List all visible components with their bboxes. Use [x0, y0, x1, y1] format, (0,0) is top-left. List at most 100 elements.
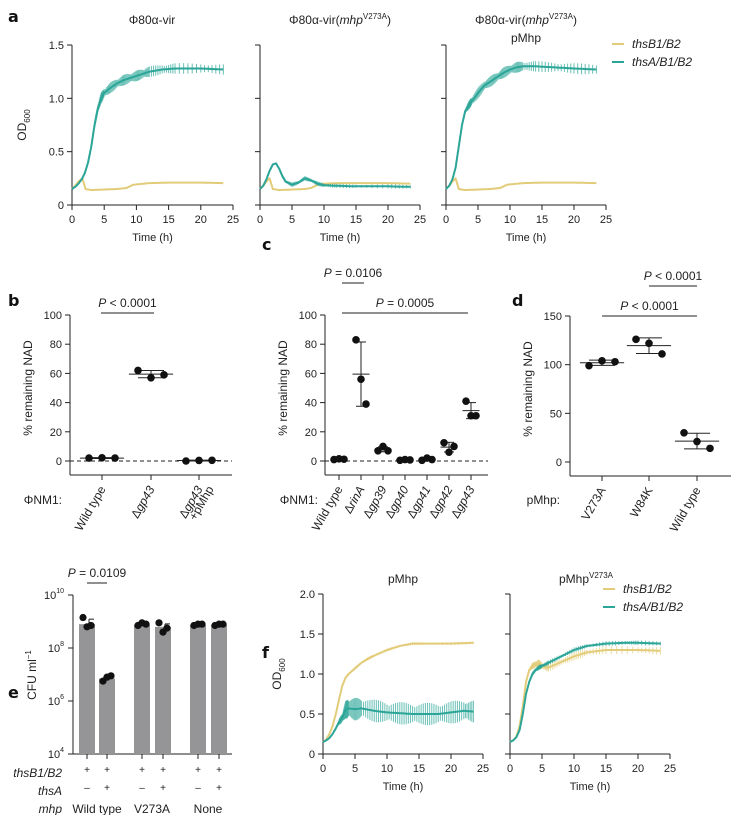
- x-tick-label: 20: [382, 214, 394, 226]
- significance-d2-label: P < 0.0001: [620, 299, 679, 313]
- y-tick-label: 0.5: [49, 147, 64, 159]
- y-tick-label: 80: [305, 339, 317, 351]
- series-thsAB1B2-line: [509, 641, 661, 743]
- x-tick-label: 25: [227, 214, 239, 226]
- bar: [211, 624, 227, 754]
- x-tick-label: 25: [414, 214, 426, 226]
- panel-a2-title: Φ80α-vir(mhpV273A): [289, 12, 391, 27]
- thsB1B2-sign: +: [84, 765, 90, 776]
- data-point: [182, 457, 190, 465]
- mhp-group-label: None: [194, 802, 223, 815]
- legend-panel-a: thsB1/B2 thsA/B1/B2: [612, 37, 692, 69]
- series-thsB1B2-line: [71, 177, 224, 192]
- series-thsAB1B2-line: [71, 67, 224, 190]
- y-tick-label: 20: [305, 427, 317, 439]
- y-tick-label: 100: [44, 310, 62, 322]
- x-tick-label: 0: [320, 763, 326, 775]
- y-tick-label: 0: [309, 749, 315, 761]
- mhp-group-label: V273A: [134, 802, 170, 815]
- thsB1B2-sign: +: [160, 765, 166, 776]
- bar: [190, 624, 206, 754]
- legend-label-thsB1B2: thsB1/B2: [623, 582, 672, 596]
- row-label-thsB1B2: thsB1/B2: [13, 766, 62, 780]
- y-tick-label: 1.5: [49, 40, 64, 52]
- x-category-label: Wild type: [667, 484, 704, 534]
- data-point: [450, 442, 458, 451]
- y-tick-label: 1.0: [49, 93, 64, 105]
- series-thsB1B2-error-band: [522, 646, 661, 703]
- x-tick-label: 5: [352, 763, 358, 775]
- x-tick-label: 15: [413, 763, 425, 775]
- significance-d1-label: P < 0.0001: [644, 269, 703, 283]
- panel-label-f: f: [262, 643, 270, 662]
- data-point: [155, 619, 163, 627]
- series-thsB1B2-line: [259, 177, 411, 192]
- x-axis-label: Time (h): [132, 232, 173, 244]
- x-tick-label: 20: [445, 763, 457, 775]
- x-tick-label: 20: [568, 214, 580, 226]
- significance-b-label: P < 0.0001: [98, 296, 157, 310]
- series-thsAB1B2-error-band: [84, 63, 224, 172]
- group-label-d: pMhp:: [527, 493, 560, 507]
- thsA-sign: +: [104, 783, 110, 794]
- thsB1B2-sign: +: [139, 765, 145, 776]
- x-tick-label: 0: [443, 214, 449, 226]
- x-tick-label: 5: [101, 214, 107, 226]
- x-tick-label: 10: [504, 214, 516, 226]
- y-axis-label-od600-f: OD600: [270, 658, 287, 690]
- x-tick-label: 25: [600, 214, 612, 226]
- x-tick-label: 0: [507, 763, 513, 775]
- data-point: [163, 624, 171, 632]
- panel-label-b: b: [8, 291, 19, 310]
- panel-f2-title: pMhpV273A: [559, 571, 614, 586]
- y-tick-label: 0.5: [300, 709, 315, 721]
- y-tick-label: 60: [50, 368, 62, 380]
- data-point: [160, 371, 168, 379]
- panel-a1-title: Φ80α-vir: [129, 13, 176, 27]
- data-point: [111, 454, 119, 462]
- x-category-label: Wild type: [72, 483, 109, 533]
- data-point: [658, 350, 666, 358]
- x-tick-label: 20: [632, 763, 644, 775]
- data-point: [134, 366, 142, 375]
- x-tick-label: 10: [568, 763, 580, 775]
- y-tick-label: 0: [58, 200, 64, 212]
- y-tick-label: 40: [305, 398, 317, 410]
- x-tick-label: 5: [289, 214, 295, 226]
- data-point: [379, 442, 387, 451]
- thsA-sign: +: [160, 783, 166, 794]
- group-label-c: ΦNM1:: [280, 493, 318, 507]
- series-thsAB1B2-error-band: [458, 61, 597, 143]
- data-point: [198, 620, 206, 628]
- y-tick-label: 60: [305, 368, 317, 380]
- y-tick-label: 1.0: [300, 669, 315, 681]
- x-tick-label: 0: [69, 214, 75, 226]
- y-axis-label: % remaining NAD: [276, 340, 290, 436]
- y-tick-label: 40: [50, 398, 62, 410]
- mhp-group-label: Wild type: [72, 802, 122, 815]
- legend-label-thsAB1B2: thsA/B1/B2: [623, 600, 683, 614]
- significance-c1-label: P = 0.0106: [324, 266, 383, 280]
- panel-label-e: e: [8, 683, 19, 702]
- legend-label-thsB1B2: thsB1/B2: [632, 37, 681, 51]
- data-point: [208, 456, 216, 465]
- panel-label-d: d: [512, 291, 523, 310]
- x-tick-label: 15: [350, 214, 362, 226]
- data-point: [374, 446, 382, 455]
- data-point: [440, 438, 448, 447]
- y-tick-label: 108: [48, 641, 64, 655]
- row-label-mhp: mhp: [39, 802, 63, 815]
- panel-a3-title-line2: pMhp: [511, 31, 541, 45]
- panel-a3-title: Φ80α-vir(mhpV273A): [475, 12, 577, 27]
- bar: [99, 678, 115, 754]
- x-tick-label: 25: [664, 763, 676, 775]
- y-axis-label: % remaining NAD: [21, 340, 35, 436]
- data-point: [632, 335, 640, 344]
- data-point: [445, 448, 453, 457]
- x-axis-label: Time (h): [320, 232, 361, 244]
- data-point: [98, 453, 106, 462]
- thsB1B2-sign: +: [104, 765, 110, 776]
- data-point: [680, 429, 688, 437]
- data-point: [147, 373, 155, 382]
